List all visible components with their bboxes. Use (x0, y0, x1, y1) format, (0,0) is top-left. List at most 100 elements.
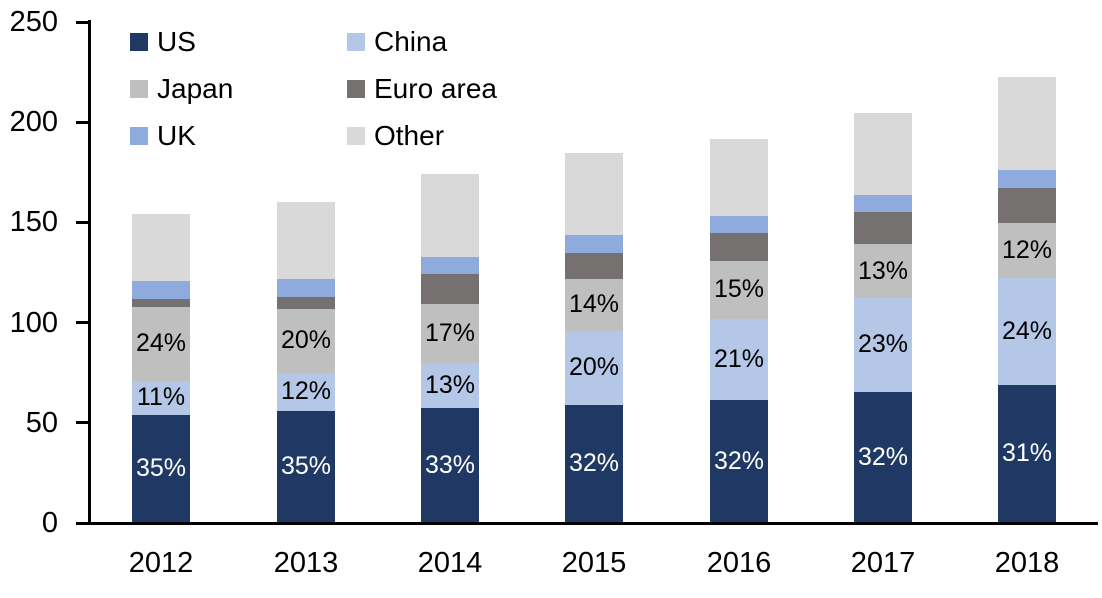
segment-label: 24% (1001, 316, 1053, 345)
legend-item-japan: Japan (130, 72, 347, 104)
segment-label: 12% (1001, 235, 1053, 264)
x-tick-label: 2017 (850, 547, 916, 579)
x-tick-label: 2012 (128, 547, 194, 579)
bar-2016: 32% 21% 15% (710, 139, 768, 523)
y-tick-mark (76, 220, 88, 224)
bar-2018: 31% 24% 12% (998, 77, 1056, 523)
x-tick-label: 2014 (417, 547, 483, 579)
segment-other (710, 139, 768, 217)
segment-other (421, 174, 479, 257)
x-tick-label: 2015 (561, 547, 627, 579)
segment-label: 13% (857, 256, 909, 285)
segment-us: 35% (132, 414, 190, 523)
segment-label: 11% (136, 383, 186, 412)
legend-label: Japan (157, 72, 234, 104)
segment-uk (854, 195, 912, 213)
legend-item-euro-area: Euro area (347, 72, 497, 104)
x-tick-label: 2018 (994, 547, 1060, 579)
legend-swatch-icon (347, 126, 365, 145)
legend-label: UK (157, 119, 196, 151)
segment-label: 35% (135, 454, 187, 483)
legend-swatch-icon (130, 126, 148, 145)
segment-uk (277, 278, 335, 297)
legend-label: Other (374, 119, 445, 151)
segment-china: 21% (710, 318, 768, 400)
segment-label: 23% (857, 330, 909, 359)
legend-item-uk: UK (130, 119, 347, 151)
y-tick-mark (76, 521, 88, 525)
segment-us: 31% (998, 384, 1056, 523)
segment-japan: 14% (565, 278, 623, 331)
segment-us: 32% (565, 404, 623, 523)
segment-label: 32% (568, 449, 620, 478)
segment-us: 32% (710, 399, 768, 523)
y-tick-mark (76, 120, 88, 124)
segment-china: 23% (854, 297, 912, 392)
segment-label: 12% (280, 377, 332, 406)
segment-uk (710, 216, 768, 234)
segment-china: 24% (998, 277, 1056, 385)
segment-us: 33% (421, 407, 479, 523)
segment-label: 31% (1001, 439, 1053, 468)
segment-japan: 24% (132, 306, 190, 381)
segment-uk (132, 280, 190, 299)
segment-euro-area (132, 298, 190, 307)
y-tick-label: 0 (41, 507, 58, 539)
legend-label: Euro area (374, 72, 497, 104)
legend-swatch-icon (130, 79, 148, 98)
segment-japan: 17% (421, 303, 479, 363)
segment-label: 20% (568, 353, 620, 382)
segment-euro-area (421, 273, 479, 304)
segment-uk (421, 256, 479, 274)
y-tick-label: 150 (9, 206, 58, 239)
y-tick-mark (76, 421, 88, 425)
x-tick-label: 2013 (273, 547, 339, 579)
segment-label: 21% (713, 344, 765, 373)
segment-uk (998, 170, 1056, 189)
segment-other (277, 202, 335, 279)
x-tick-label: 2016 (706, 547, 772, 579)
y-tick-label: 100 (9, 306, 58, 339)
y-tick-mark (76, 20, 88, 24)
y-tick-label: 200 (9, 106, 58, 139)
segment-japan: 12% (998, 223, 1056, 278)
segment-china: 12% (277, 372, 335, 411)
segment-china: 11% (132, 380, 190, 415)
y-tick-label: 50 (25, 406, 58, 439)
segment-other (998, 77, 1056, 171)
legend-label: China (374, 25, 448, 57)
segment-label: 13% (424, 370, 476, 399)
segment-other (565, 153, 623, 236)
bar-2013: 35% 12% 20% (277, 202, 335, 523)
y-tick-mark (76, 321, 88, 325)
legend-swatch-icon (347, 79, 365, 98)
segment-other (854, 113, 912, 196)
legend-item-china: China (347, 25, 497, 57)
bar-2017: 32% 23% 13% (854, 113, 912, 523)
y-axis-line (88, 20, 91, 525)
segment-japan: 13% (854, 244, 912, 298)
segment-label: 20% (280, 326, 332, 355)
segment-label: 17% (424, 318, 476, 347)
legend-item-us: US (130, 25, 347, 57)
bar-2015: 32% 20% 14% (565, 153, 623, 523)
bar-2014: 33% 13% 17% (421, 174, 479, 523)
segment-us: 32% (854, 391, 912, 523)
y-tick-label: 250 (9, 6, 58, 38)
legend-item-other: Other (347, 119, 497, 151)
segment-label: 32% (713, 446, 765, 475)
segment-euro-area (998, 188, 1056, 224)
segment-euro-area (710, 233, 768, 261)
segment-other (132, 214, 190, 281)
segment-label: 14% (568, 290, 620, 319)
segment-japan: 20% (277, 308, 335, 373)
segment-japan: 15% (710, 260, 768, 319)
segment-euro-area (565, 253, 623, 279)
segment-china: 13% (421, 362, 479, 408)
legend-label: US (157, 25, 196, 57)
bar-2012: 35% 11% 24% (132, 214, 190, 523)
legend-swatch-icon (130, 32, 148, 51)
segment-euro-area (854, 212, 912, 245)
legend: US China Japan Euro area UK Other (130, 18, 497, 159)
